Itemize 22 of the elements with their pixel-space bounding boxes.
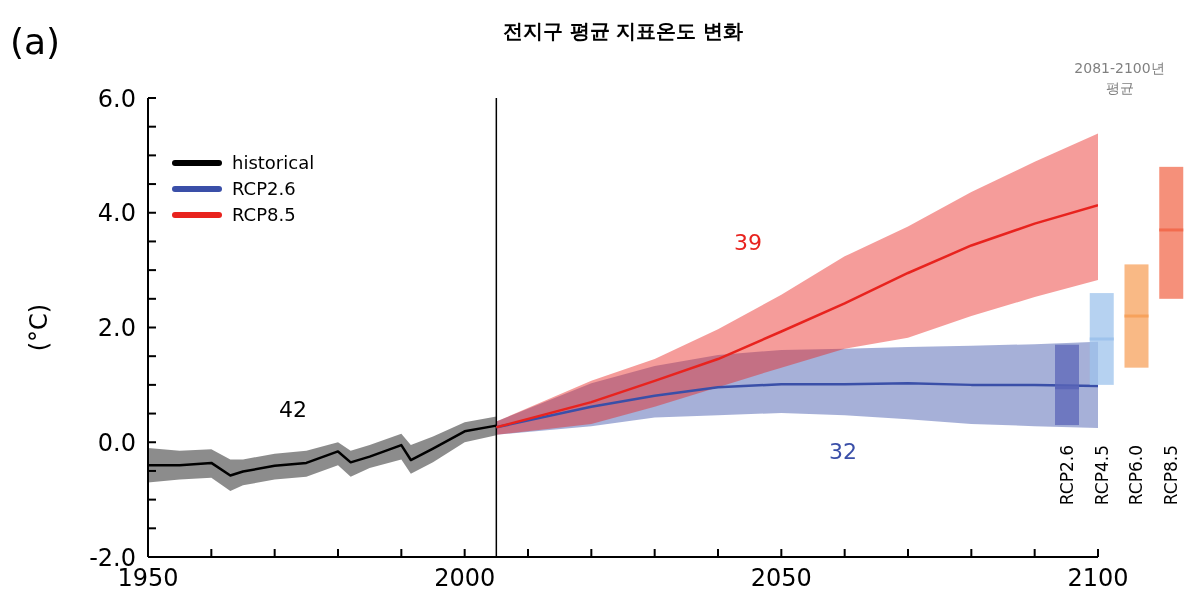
- y-tick-label: 2.0: [97, 314, 136, 343]
- chart-title: 2081-2100년 평균: [1073, 59, 1166, 98]
- line-series: [495, 204, 1098, 429]
- legend-label: historical: [232, 151, 315, 175]
- chart-title: 전지구 평균 지표온도 변화: [501, 18, 745, 45]
- annotation: 32: [828, 438, 858, 466]
- annotation: 42: [278, 396, 308, 424]
- x-tick-label: RCP8.5: [1161, 445, 1182, 506]
- y-tick-label: 6.0: [97, 84, 136, 113]
- x-tick-label: 2100: [1067, 564, 1129, 593]
- x-tick-label: 2000: [434, 564, 496, 593]
- y-tick-label: 0.0: [97, 428, 136, 457]
- x-tick-label: RCP6.0: [1126, 445, 1147, 506]
- legend-label: RCP8.5: [232, 203, 296, 227]
- x-tick-label: RCP2.6: [1056, 445, 1077, 506]
- x-tick-label: RCP4.5: [1091, 445, 1112, 506]
- text: (a): [10, 20, 61, 64]
- annotation: 39: [733, 229, 763, 257]
- y-axis-title: (°C): [24, 303, 53, 352]
- y-tick-label: 4.0: [97, 199, 136, 228]
- legend-label: RCP2.6: [232, 177, 296, 201]
- x-tick-label: 2050: [750, 564, 812, 593]
